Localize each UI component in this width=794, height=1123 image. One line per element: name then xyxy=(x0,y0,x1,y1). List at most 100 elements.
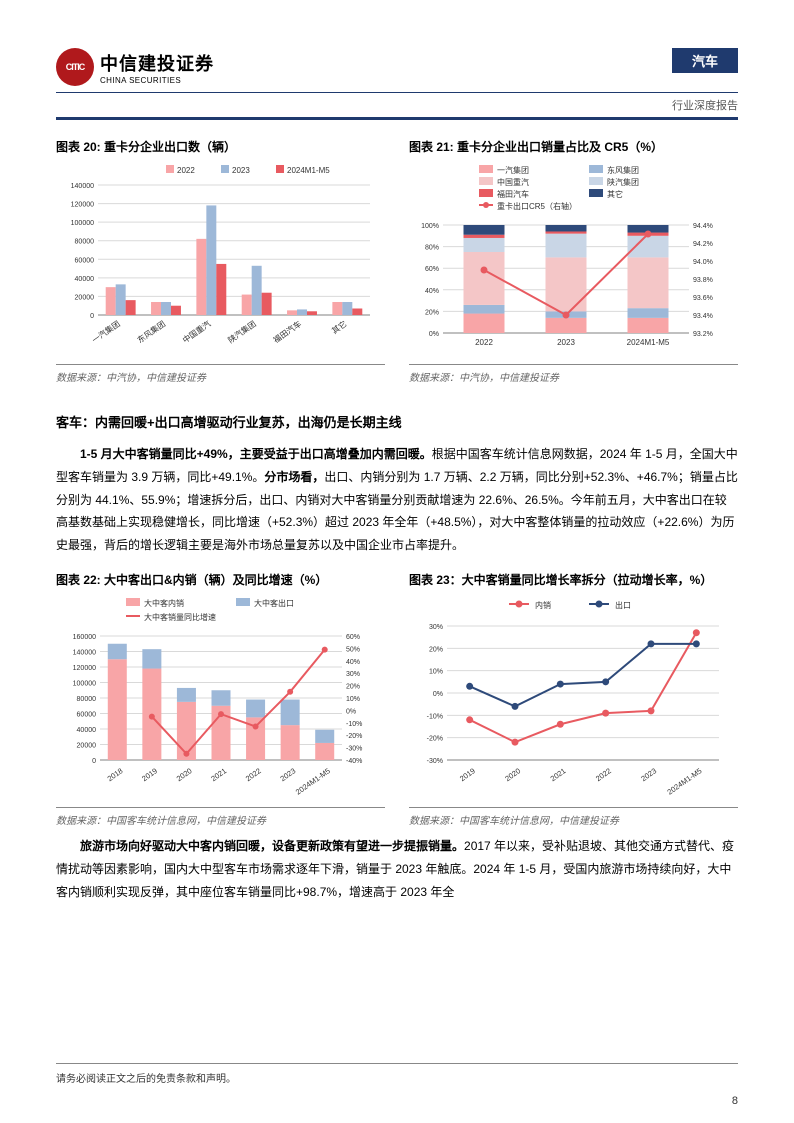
logo-cn: 中信建投证券 xyxy=(100,50,214,76)
svg-text:中国重汽: 中国重汽 xyxy=(497,177,529,187)
svg-text:2019: 2019 xyxy=(458,766,477,783)
chart22: 大中客内销大中客出口大中客销量同比增速020000400006000080000… xyxy=(56,596,385,801)
svg-text:93.6%: 93.6% xyxy=(693,295,713,302)
svg-text:2023: 2023 xyxy=(557,338,575,347)
svg-text:80%: 80% xyxy=(425,245,439,252)
svg-text:0: 0 xyxy=(92,758,96,765)
svg-text:100%: 100% xyxy=(421,223,439,230)
svg-text:10%: 10% xyxy=(429,669,443,676)
svg-text:中国重汽: 中国重汽 xyxy=(181,318,213,345)
svg-text:0: 0 xyxy=(90,313,94,320)
footer-disclaimer: 请务必阅读正文之后的免责条款和声明。 xyxy=(56,1070,738,1085)
svg-text:-20%: -20% xyxy=(427,736,443,743)
svg-text:93.2%: 93.2% xyxy=(693,331,713,338)
svg-text:内销: 内销 xyxy=(535,600,551,610)
svg-text:40000: 40000 xyxy=(77,727,97,734)
chart21-title: 图表 21: 重卡分企业出口销量占比及 CR5（%） xyxy=(409,138,738,155)
divider xyxy=(56,92,738,93)
svg-text:福田汽车: 福田汽车 xyxy=(497,189,529,199)
svg-text:20000: 20000 xyxy=(77,742,97,749)
svg-text:2020: 2020 xyxy=(503,766,522,783)
chart20-source: 数据来源：中汽协，中信建投证券 xyxy=(56,364,385,384)
svg-text:0%: 0% xyxy=(346,708,356,715)
svg-text:大中客内销: 大中客内销 xyxy=(144,598,184,608)
footer: 请务必阅读正文之后的免责条款和声明。 xyxy=(56,1063,738,1085)
footer-divider xyxy=(56,1063,738,1064)
svg-text:94.2%: 94.2% xyxy=(693,241,713,248)
svg-text:2018: 2018 xyxy=(106,766,125,783)
svg-text:-30%: -30% xyxy=(427,758,443,765)
svg-text:2024M1-M5: 2024M1-M5 xyxy=(294,766,332,796)
p1-b2: 分市场看， xyxy=(264,470,324,484)
svg-text:160000: 160000 xyxy=(73,634,96,641)
svg-text:2021: 2021 xyxy=(209,766,228,783)
svg-text:出口: 出口 xyxy=(615,600,631,610)
svg-text:2024M1-M5: 2024M1-M5 xyxy=(666,766,704,796)
svg-text:大中客销量同比增速: 大中客销量同比增速 xyxy=(144,612,216,622)
chart23: 内销出口-30%-20%-10%0%10%20%30%2019202020212… xyxy=(409,596,738,801)
chart22-source: 数据来源：中国客车统计信息网，中信建投证券 xyxy=(56,807,385,827)
svg-text:-20%: -20% xyxy=(346,733,362,740)
svg-text:2019: 2019 xyxy=(140,766,159,783)
svg-text:100000: 100000 xyxy=(73,680,96,687)
svg-text:重卡出口CR5（右轴）: 重卡出口CR5（右轴） xyxy=(497,201,577,211)
svg-text:93.8%: 93.8% xyxy=(693,277,713,284)
svg-text:20%: 20% xyxy=(425,309,439,316)
svg-text:一汽集团: 一汽集团 xyxy=(497,165,529,175)
svg-text:2024M1-M5: 2024M1-M5 xyxy=(287,166,330,175)
svg-text:0%: 0% xyxy=(433,691,443,698)
svg-text:20%: 20% xyxy=(346,684,360,691)
svg-text:50%: 50% xyxy=(346,646,360,653)
svg-text:20000: 20000 xyxy=(75,294,95,301)
svg-text:100000: 100000 xyxy=(71,220,94,227)
svg-text:140000: 140000 xyxy=(73,649,96,656)
divider-thick xyxy=(56,117,738,120)
svg-text:其它: 其它 xyxy=(330,318,349,335)
svg-text:30%: 30% xyxy=(429,624,443,631)
chart22-title: 图表 22: 大中客出口&内销（辆）及同比增速（%） xyxy=(56,571,385,588)
svg-text:94.4%: 94.4% xyxy=(693,223,713,230)
svg-text:120000: 120000 xyxy=(73,665,96,672)
chart20-title: 图表 20: 重卡分企业出口数（辆） xyxy=(56,138,385,155)
svg-text:40%: 40% xyxy=(346,659,360,666)
svg-text:东风集团: 东风集团 xyxy=(135,318,167,345)
svg-text:80000: 80000 xyxy=(75,239,95,246)
svg-text:2021: 2021 xyxy=(549,766,568,783)
svg-text:10%: 10% xyxy=(346,696,360,703)
section1-p1: 1-5 月大中客销量同比+49%，主要受益于出口高增叠加内需回暖。根据中国客车统… xyxy=(56,443,738,557)
svg-text:40%: 40% xyxy=(425,288,439,295)
svg-text:一汽集团: 一汽集团 xyxy=(90,318,122,345)
svg-text:2022: 2022 xyxy=(177,166,195,175)
chart23-source: 数据来源：中国客车统计信息网，中信建投证券 xyxy=(409,807,738,827)
page-number: 8 xyxy=(732,1095,738,1107)
svg-text:福田汽车: 福田汽车 xyxy=(271,318,303,345)
svg-text:陕汽集团: 陕汽集团 xyxy=(226,318,258,345)
svg-text:94.0%: 94.0% xyxy=(693,259,713,266)
svg-text:-10%: -10% xyxy=(346,721,362,728)
svg-text:2022: 2022 xyxy=(475,338,493,347)
p1-bold: 1-5 月大中客销量同比+49%，主要受益于出口高增叠加内需回暖。 xyxy=(80,447,432,461)
svg-text:2023: 2023 xyxy=(639,766,658,783)
section2-p: 旅游市场向好驱动大中客内销回暖，设备更新政策有望进一步提振销量。2017 年以来… xyxy=(56,835,738,903)
svg-text:-30%: -30% xyxy=(346,746,362,753)
svg-text:120000: 120000 xyxy=(71,202,94,209)
svg-text:2023: 2023 xyxy=(278,766,297,783)
svg-text:60000: 60000 xyxy=(77,711,97,718)
svg-text:其它: 其它 xyxy=(607,189,623,199)
svg-text:80000: 80000 xyxy=(77,696,97,703)
chart20: 202220232024M1-M502000040000600008000010… xyxy=(56,163,385,358)
logo: CITIC 中信建投证券 CHINA SECURITIES xyxy=(56,48,214,86)
svg-text:2022: 2022 xyxy=(244,766,263,783)
svg-text:2024M1-M5: 2024M1-M5 xyxy=(627,338,670,347)
svg-text:2022: 2022 xyxy=(594,766,613,783)
svg-text:-40%: -40% xyxy=(346,758,362,765)
sub-header: 行业深度报告 xyxy=(56,97,738,113)
svg-text:2020: 2020 xyxy=(175,766,194,783)
chart21-source: 数据来源：中汽协，中信建投证券 xyxy=(409,364,738,384)
svg-text:60000: 60000 xyxy=(75,257,95,264)
logo-en: CHINA SECURITIES xyxy=(100,76,214,85)
p2-bold: 旅游市场向好驱动大中客内销回暖，设备更新政策有望进一步提振销量。 xyxy=(80,839,464,853)
svg-text:2023: 2023 xyxy=(232,166,250,175)
svg-text:60%: 60% xyxy=(425,266,439,273)
svg-text:-10%: -10% xyxy=(427,713,443,720)
